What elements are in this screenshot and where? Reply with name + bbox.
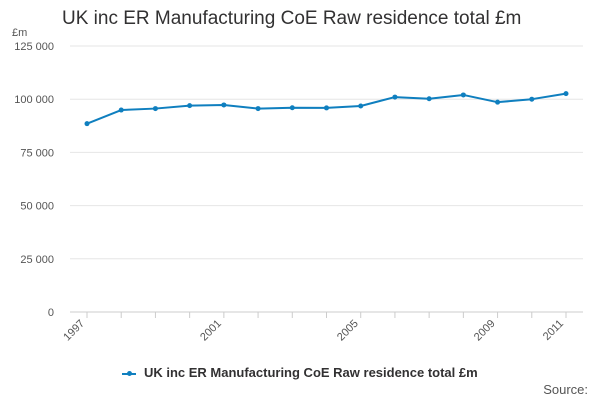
source-label: Source:: [543, 382, 588, 397]
data-point: [255, 106, 261, 112]
data-point: [324, 105, 329, 111]
legend-swatch: [122, 370, 137, 376]
x-tick-label: 2001: [198, 318, 224, 344]
data-point: [289, 105, 295, 111]
legend: UK inc ER Manufacturing CoE Raw residenc…: [0, 365, 600, 380]
data-point: [392, 94, 398, 100]
y-tick-label: 100 000: [14, 94, 54, 106]
data-point: [358, 103, 364, 109]
y-tick-label: 75 000: [20, 147, 54, 159]
data-point: [563, 91, 569, 97]
y-tick-label: 25 000: [20, 254, 54, 266]
data-point: [426, 96, 432, 102]
data-point: [84, 121, 90, 127]
data-point: [460, 92, 466, 98]
x-tick-label: 2011: [541, 318, 566, 343]
y-axis-ticks: 0 25 000 50 000 75 000 100 000 125 000: [14, 41, 54, 319]
x-axis: 1997 2001 2005 2009 2011: [61, 312, 567, 344]
legend-label: UK inc ER Manufacturing CoE Raw residenc…: [143, 365, 478, 380]
data-point: [529, 96, 535, 102]
data-point: [152, 106, 158, 112]
gridlines: [70, 45, 583, 313]
chart-title: UK inc ER Manufacturing CoE Raw residenc…: [62, 8, 522, 29]
data-point: [187, 103, 193, 109]
data-point: [118, 107, 124, 113]
series-group: [84, 91, 569, 127]
data-point: [495, 99, 501, 105]
y-tick-label: 0: [48, 307, 54, 319]
y-tick-label: 125 000: [14, 41, 54, 53]
y-axis-unit-label: £m: [12, 27, 28, 39]
x-tick-label: 1997: [61, 318, 87, 344]
x-tick-label: 2005: [335, 318, 361, 344]
data-point: [221, 102, 227, 108]
y-tick-label: 50 000: [20, 201, 54, 213]
x-tick-label: 2009: [472, 318, 498, 344]
